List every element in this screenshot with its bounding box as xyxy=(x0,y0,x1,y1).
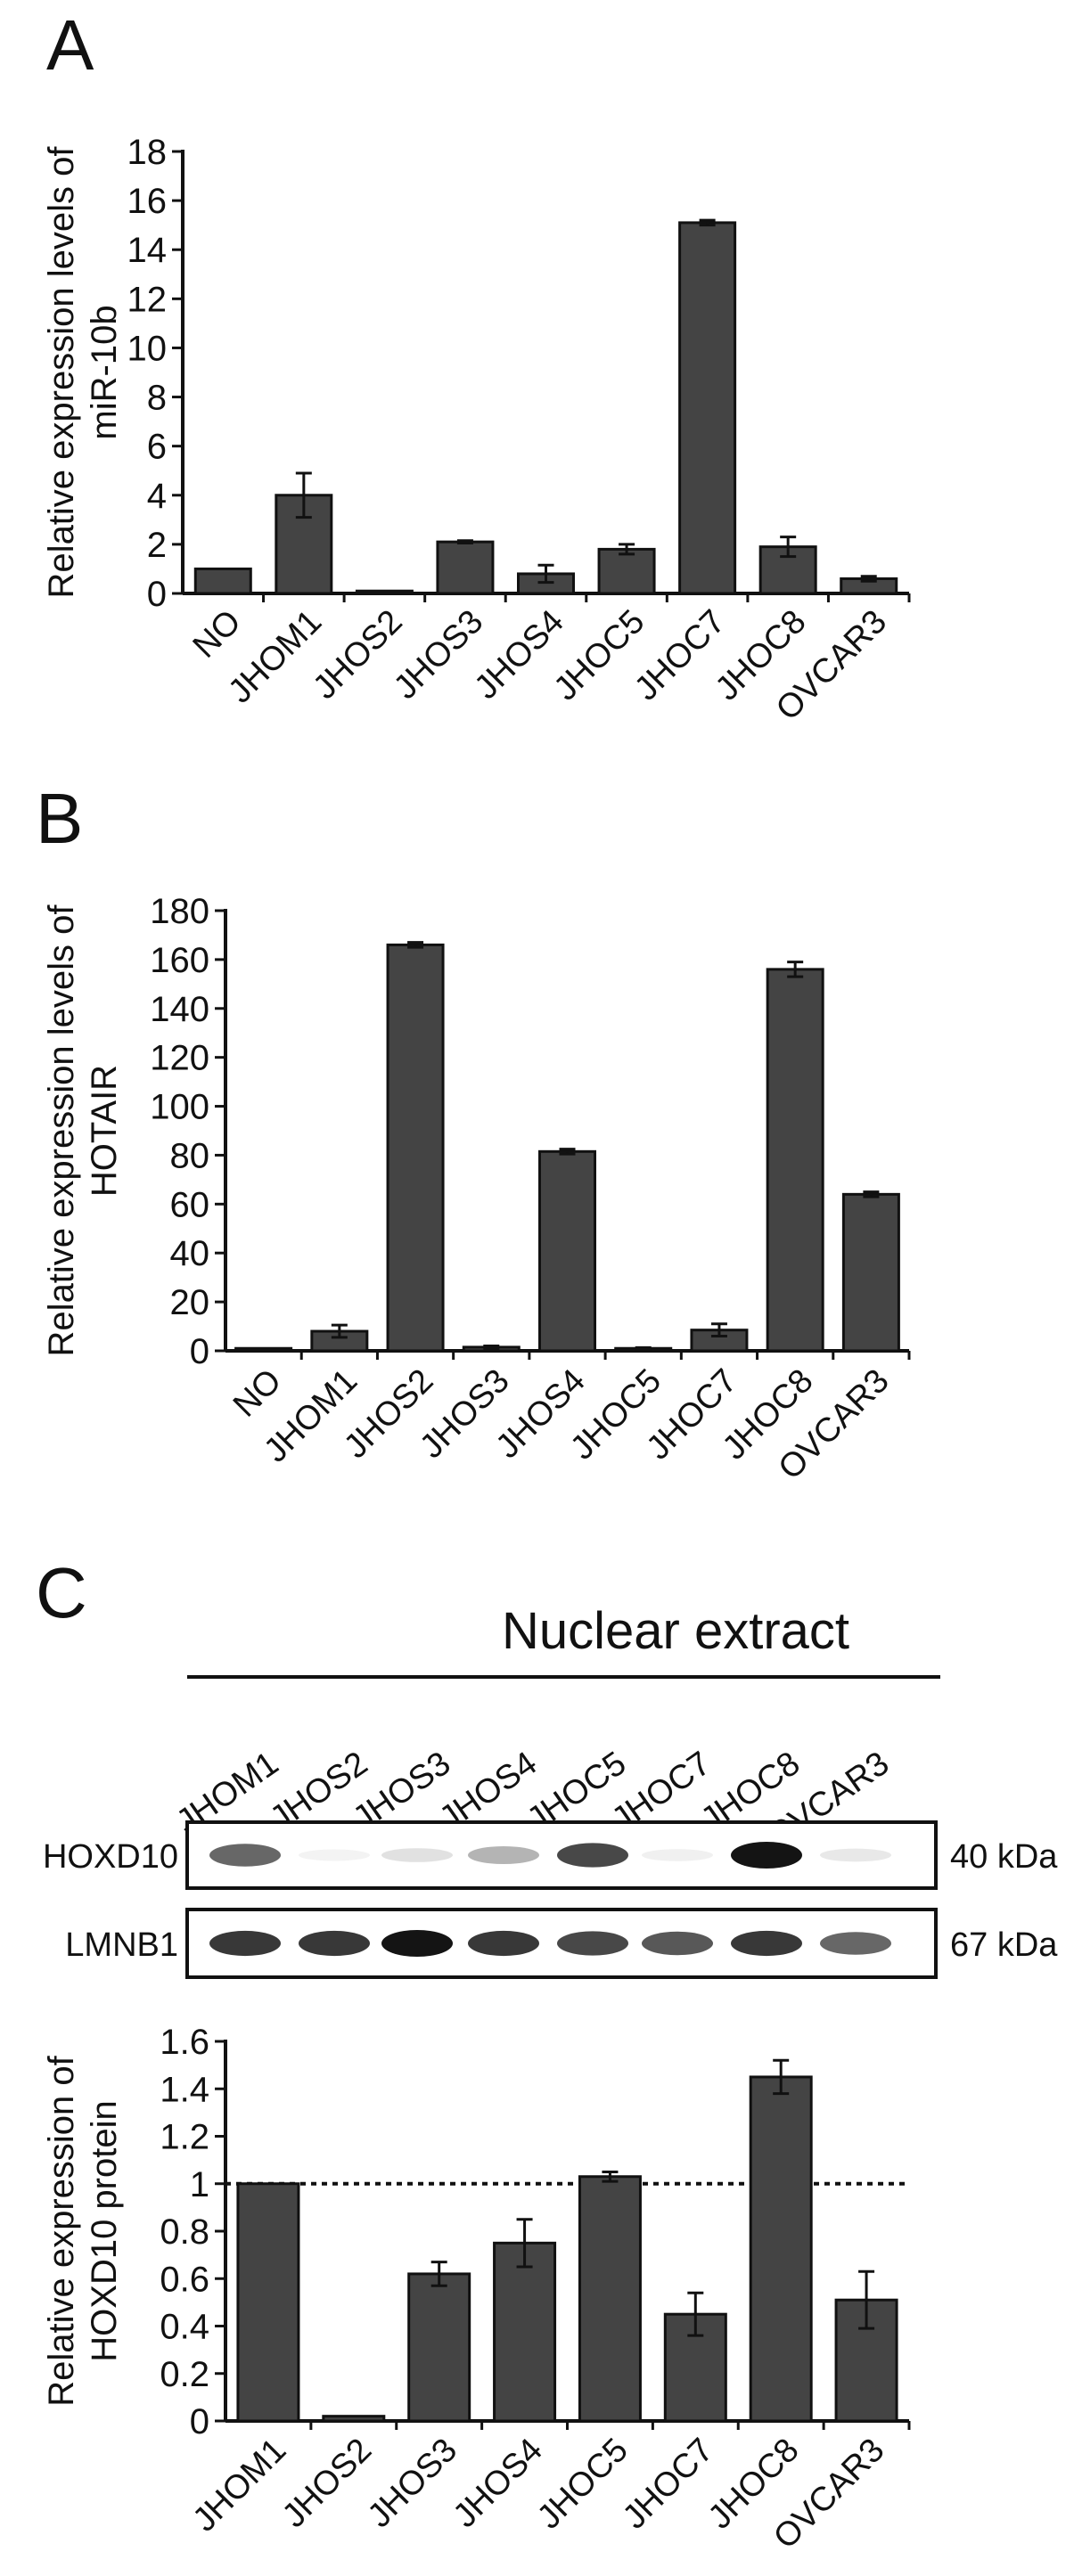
chart-a-ytick-label: 4 xyxy=(147,477,167,516)
blot-band xyxy=(468,1845,539,1865)
chart-c-ytick-label: 0.4 xyxy=(160,2308,209,2347)
chart-a-ytick-label: 8 xyxy=(147,379,167,418)
chart-a-bar xyxy=(678,221,737,595)
chart-a-y-axis-label: Relative expression levels of miR-10b xyxy=(42,146,124,599)
blot-band xyxy=(642,1931,713,1956)
chart-b-ytick-label: 100 xyxy=(150,1088,209,1127)
blot-band xyxy=(209,1844,281,1867)
blot-band xyxy=(642,1849,713,1861)
chart-a-category-label: JHOC7 xyxy=(627,603,733,708)
blot-band xyxy=(468,1930,539,1957)
blot-band xyxy=(381,1930,453,1957)
chart-c-ytick-label: 0.8 xyxy=(160,2212,209,2252)
chart-a-ytick-label: 10 xyxy=(127,329,168,368)
chart-b-ytick-label: 20 xyxy=(170,1283,210,1322)
chart-c-bar xyxy=(578,2175,642,2423)
blot-box xyxy=(185,1820,938,1890)
chart-a-ytick-label: 18 xyxy=(127,133,168,172)
blot-band xyxy=(731,1930,802,1957)
chart-b-bar xyxy=(766,968,824,1353)
chart-b-ytick-label: 40 xyxy=(170,1234,210,1273)
chart-b: 020406080100120140160180NOJHOM1JHOS2JHOS… xyxy=(42,892,911,1487)
chart-a-category-label: JHOS3 xyxy=(387,603,490,707)
chart-b-ytick-label: 0 xyxy=(190,1332,209,1371)
chart-b-bar xyxy=(841,1192,900,1353)
chart-c-category-label: JHOS2 xyxy=(275,2432,379,2535)
chart-a-y-axis-label-line: miR-10b xyxy=(85,305,124,439)
chart-c-bar xyxy=(322,2415,386,2423)
blot-row-label: HOXD10 xyxy=(43,1838,178,1876)
chart-c-y-axis-label: Relative expression of HOXD10 protein xyxy=(42,2055,124,2406)
chart-c-ytick-label: 0 xyxy=(190,2402,209,2441)
chart-c-ytick-label: 1.2 xyxy=(160,2118,209,2157)
blot-rows: HOXD10 40 kDa LMNB1 67 kDa xyxy=(43,1820,1058,1979)
panel-label-a: A xyxy=(46,5,94,85)
blot-title: Nuclear extract xyxy=(502,1602,849,1660)
chart-b-ytick-label: 160 xyxy=(150,941,209,980)
chart-b-bar xyxy=(538,1149,596,1353)
blot-band xyxy=(820,1848,891,1862)
blot-size-label: 67 kDa xyxy=(950,1926,1058,1964)
chart-a-ytick-label: 14 xyxy=(127,231,168,270)
blot-row-label: LMNB1 xyxy=(65,1926,178,1964)
chart-c-y-axis-label-line: HOXD10 protein xyxy=(85,2100,124,2361)
chart-c-category-label: JHOM1 xyxy=(186,2432,294,2539)
chart-a-bar xyxy=(597,547,656,595)
blot-band xyxy=(820,1932,891,1955)
blot-size-label: 40 kDa xyxy=(950,1838,1058,1876)
chart-c: 00.20.40.60.811.21.41.6JHOM1JHOS2JHOS3JH… xyxy=(42,2023,911,2556)
blot-band xyxy=(557,1843,628,1868)
chart-c-category-label: JHOC7 xyxy=(616,2432,721,2537)
chart-b-ytick-label: 60 xyxy=(170,1185,210,1224)
chart-c-ytick-label: 0.2 xyxy=(160,2355,209,2394)
chart-c-y-axis-label-line: Relative expression of xyxy=(42,2055,81,2406)
chart-a-y-axis-label-line: Relative expression levels of xyxy=(42,146,81,599)
chart-c-ytick-label: 1.6 xyxy=(160,2023,209,2062)
chart-c-bar xyxy=(407,2272,471,2423)
blot-band xyxy=(557,1931,628,1956)
chart-b-ytick-label: 120 xyxy=(150,1039,209,1078)
panel-label-c: C xyxy=(36,1553,87,1632)
blot-band xyxy=(731,1842,802,1869)
chart-a-ytick-label: 2 xyxy=(147,526,167,565)
chart-a-ytick-label: 12 xyxy=(127,280,168,319)
chart-b-ytick-label: 140 xyxy=(150,990,209,1029)
chart-c-bar xyxy=(749,2075,813,2423)
chart-c-bar xyxy=(236,2182,300,2423)
chart-a-category-label: JHOC5 xyxy=(547,603,652,708)
chart-c-ytick-label: 1.4 xyxy=(160,2070,209,2109)
chart-b-ytick-label: 180 xyxy=(150,892,209,931)
chart-b-category-label: NO xyxy=(226,1362,289,1425)
chart-b-bar xyxy=(234,1346,293,1353)
chart-a: 024681012141618NOJHOM1JHOS2JHOS3JHOS4JHO… xyxy=(42,133,911,728)
chart-a-bar xyxy=(436,540,495,595)
chart-b-y-axis-label: Relative expression levels of HOTAIR xyxy=(42,904,124,1357)
blot-band xyxy=(209,1930,281,1957)
chart-a-bar xyxy=(193,567,252,595)
chart-c-category-label: JHOC5 xyxy=(530,2432,635,2537)
chart-c-bar xyxy=(493,2241,557,2423)
chart-c-ytick-label: 1 xyxy=(190,2165,209,2204)
chart-a-category-label: JHOS2 xyxy=(306,603,409,707)
chart-b-y-axis-label-line: HOTAIR xyxy=(85,1065,124,1197)
chart-a-ytick-label: 6 xyxy=(147,428,167,467)
chart-b-bar xyxy=(386,943,445,1353)
chart-a-category-label: NO xyxy=(186,603,249,666)
chart-b-y-axis-label-line: Relative expression levels of xyxy=(42,904,81,1357)
chart-a-ytick-label: 16 xyxy=(127,182,168,221)
blot-band xyxy=(381,1848,453,1862)
blot-band xyxy=(299,1930,370,1957)
panel-label-b: B xyxy=(36,779,83,858)
blot-band xyxy=(299,1849,370,1861)
chart-a-bar xyxy=(355,589,414,595)
chart-c-category-label: JHOS3 xyxy=(361,2432,464,2535)
chart-c-ytick-label: 0.6 xyxy=(160,2260,209,2299)
western-blot: Nuclear extract JHOM1JHOS2JHOS3JHOS4JHOC… xyxy=(43,1602,1058,1979)
chart-a-ytick-label: 0 xyxy=(147,575,167,614)
chart-c-category-label: JHOS4 xyxy=(447,2432,550,2535)
chart-b-ytick-label: 80 xyxy=(170,1136,210,1175)
